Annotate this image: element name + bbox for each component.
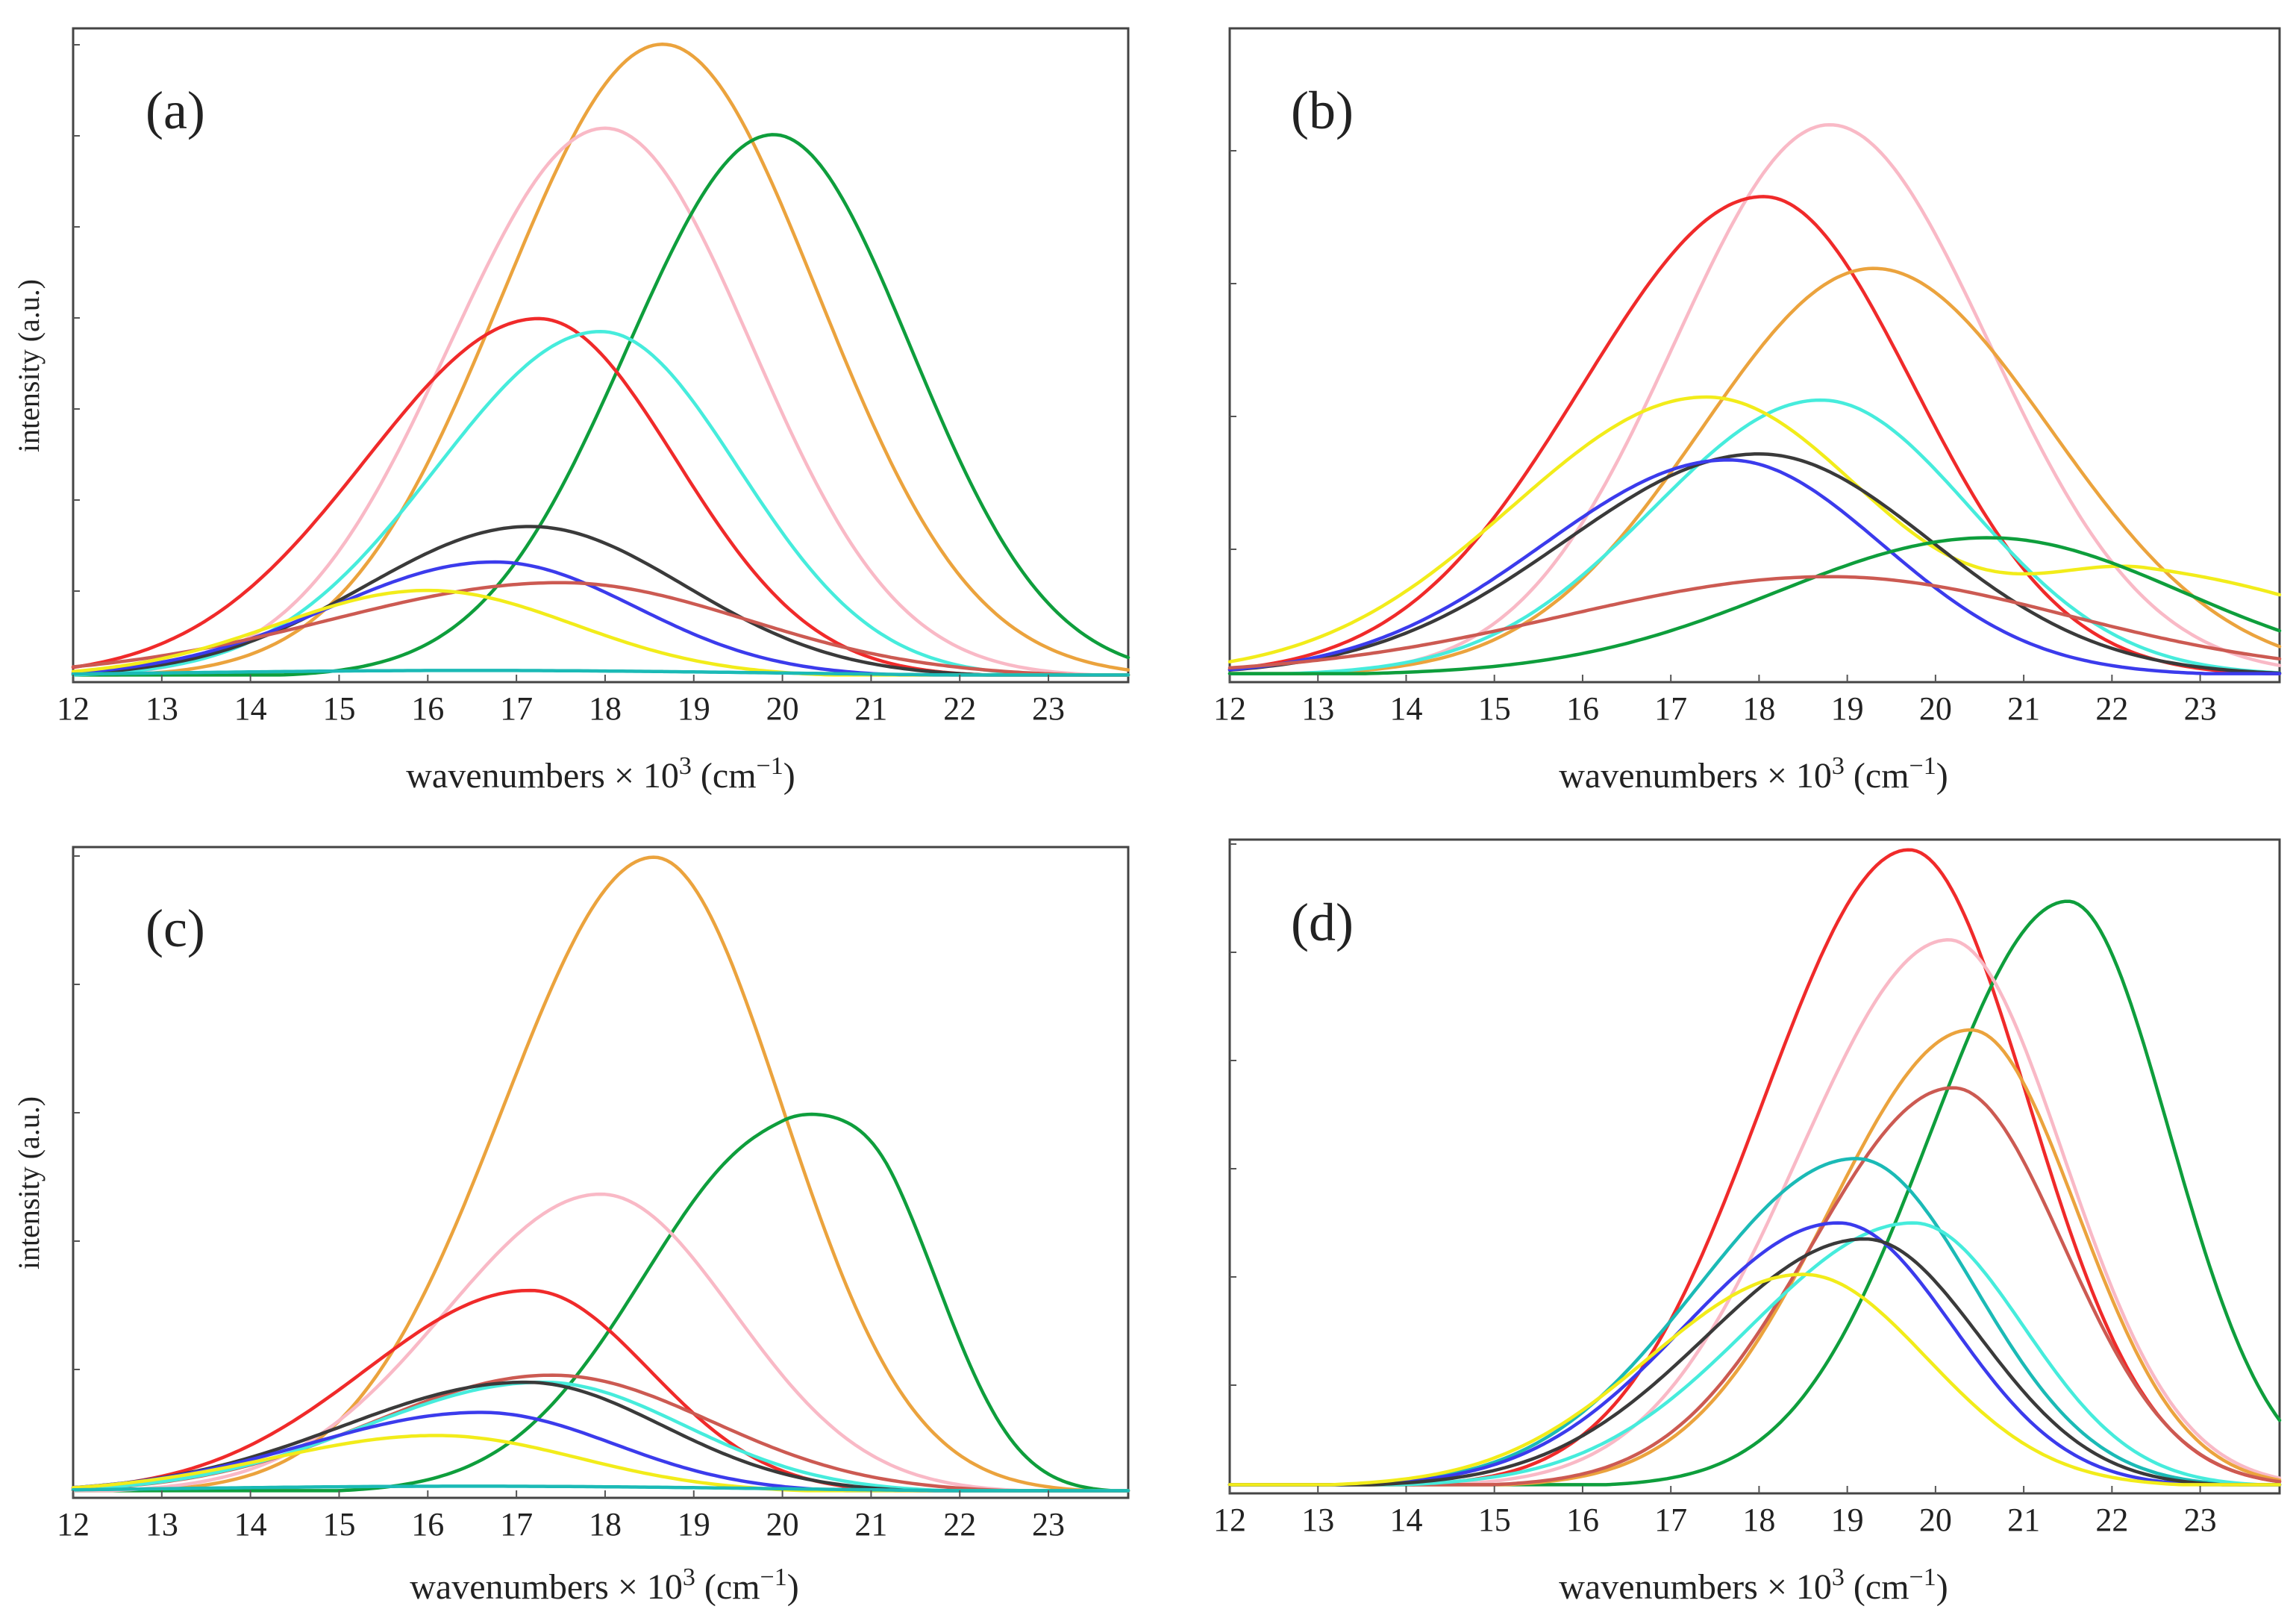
panel-b-x-tick-label-19: 19 (1831, 690, 1864, 727)
panel-b-x-tick-label-14: 14 (1389, 690, 1422, 727)
panel-b-series-orange (1227, 266, 2282, 675)
panel-a-y-axis-title: intensity (a.u.) (12, 279, 46, 452)
panel-c-x-tick-label-21: 21 (854, 1506, 887, 1543)
panel-a-curves (71, 43, 1130, 677)
panel-a-series-black (71, 525, 1130, 677)
panel-a-x-tick-label-15: 15 (322, 690, 355, 727)
panel-d-x-tick-label-15: 15 (1478, 1502, 1511, 1538)
panel-c-x-tick-label-12: 12 (57, 1506, 90, 1543)
panel-a: 12 13 14 15 16 17 18 19 20 21 22 23 (a) wavenumbers… (12, 27, 1130, 796)
panel-b-x-axis-title: wavenumbers × 103 (cm−1) (1559, 752, 1948, 796)
panel-c-curves (71, 855, 1130, 1493)
panel-a-x-tick-label-19: 19 (678, 690, 710, 727)
panel-b-x-tick-label-20: 20 (1919, 690, 1952, 727)
panel-c-x-tick-label-19: 19 (678, 1506, 710, 1543)
panel-b-x-tick-label-17: 17 (1654, 690, 1687, 727)
panel-d-x-tick-label-16: 16 (1566, 1502, 1599, 1538)
panel-b-x-tick-label-23: 23 (2184, 690, 2217, 727)
panel-a-series-green (71, 133, 1130, 677)
panel-b-x-tick-label-16: 16 (1566, 690, 1599, 727)
panel-d-x-tick-label-14: 14 (1389, 1502, 1422, 1538)
panel-b-x-tick-label-18: 18 (1742, 690, 1775, 727)
panel-a-x-tick-label-23: 23 (1032, 690, 1065, 727)
panel-d-x-tick-label-22: 22 (2095, 1502, 2128, 1538)
panel-b-x-tick-label-13: 13 (1301, 690, 1334, 727)
panel-d-x-tick-label-19: 19 (1831, 1502, 1864, 1538)
panel-c-series-teal (71, 1484, 1130, 1493)
panel-c-series-pink (71, 1192, 1130, 1493)
panel-c-x-tick-label-20: 20 (766, 1506, 799, 1543)
panel-b-series-blue (1227, 458, 2282, 675)
panel-d-curves (1227, 848, 2282, 1487)
panel-b: 12 13 14 15 16 17 18 19 20 21 22 23 (b) wavenumbers… (1213, 27, 2282, 796)
panel-d-x-tick-label-17: 17 (1654, 1502, 1687, 1538)
panel-b-x-tick-label-22: 22 (2095, 690, 2128, 727)
panel-c-x-tick-label-17: 17 (500, 1506, 533, 1543)
panel-b-series-red (1227, 195, 2282, 675)
panel-a-series-brown (71, 581, 1130, 677)
panel-b-series-yellow (1227, 395, 2282, 663)
panel-c-frame (72, 846, 1130, 1499)
panel-d-ticks: 12 13 14 15 16 17 18 19 20 21 22 23 (1213, 843, 2217, 1538)
panel-a-label: (a) (146, 81, 205, 140)
panel-b-x-tick-label-21: 21 (2007, 690, 2040, 727)
panel-d: 12 13 14 15 16 17 18 19 20 21 22 23 (d) wavenumbers… (1213, 838, 2282, 1607)
panel-c-series-green (71, 1112, 1130, 1493)
panel-c-series-orange (71, 855, 1130, 1493)
panel-a-x-tick-label-18: 18 (589, 690, 622, 727)
panel-a-x-tick-label-14: 14 (234, 690, 267, 727)
panel-c-x-tick-label-15: 15 (322, 1506, 355, 1543)
panel-b-series-cyan (1227, 398, 2282, 675)
panel-a-x-tick-label-22: 22 (943, 690, 976, 727)
panel-a-x-tick-label-13: 13 (146, 690, 178, 727)
panel-d-x-tick-label-20: 20 (1919, 1502, 1952, 1538)
panel-c-x-tick-label-16: 16 (411, 1506, 444, 1543)
panel-d-x-tick-label-12: 12 (1213, 1502, 1246, 1538)
panel-d-series-yellow (1227, 1272, 2282, 1487)
panel-b-series-green (1227, 536, 2282, 675)
panel-d-label: (d) (1291, 893, 1354, 952)
panel-a-x-tick-label-12: 12 (57, 690, 90, 727)
panel-d-x-tick-label-21: 21 (2007, 1502, 2040, 1538)
panel-c-x-tick-label-13: 13 (146, 1506, 178, 1543)
panel-c-ticks: 12 13 14 15 16 17 18 19 20 21 22 23 (57, 855, 1065, 1543)
panel-c: 12 13 14 15 16 17 18 19 20 21 22 23 (c) wavenumbers… (12, 846, 1130, 1607)
panel-a-series-teal (71, 669, 1130, 677)
panel-a-series-orange (71, 43, 1130, 677)
panel-b-series-black (1227, 452, 2282, 675)
panel-d-x-tick-label-13: 13 (1301, 1502, 1334, 1538)
panel-c-y-axis-title: intensity (a.u.) (12, 1096, 46, 1269)
panel-c-x-axis-title: wavenumbers × 103 (cm−1) (410, 1564, 798, 1607)
panel-d-series-black (1227, 1237, 2282, 1487)
panel-b-label: (b) (1291, 81, 1354, 140)
panel-c-x-tick-label-18: 18 (589, 1506, 622, 1543)
panel-c-x-tick-label-14: 14 (234, 1506, 267, 1543)
panel-b-series-brown (1227, 575, 2282, 670)
panel-d-series-cyan (1227, 1221, 2282, 1487)
panel-b-x-tick-label-15: 15 (1478, 690, 1511, 727)
panel-b-curves (1227, 122, 2282, 675)
panel-a-x-tick-label-20: 20 (766, 690, 799, 727)
panel-b-ticks: 12 13 14 15 16 17 18 19 20 21 22 23 (1213, 150, 2217, 727)
panel-a-ticks: 12 13 14 15 16 17 18 19 20 21 22 23 (57, 44, 1065, 727)
panel-d-frame (1228, 838, 2281, 1495)
panel-b-x-tick-label-12: 12 (1213, 690, 1246, 727)
panel-c-label: (c) (146, 899, 205, 958)
panel-a-x-axis-title: wavenumbers × 103 (cm−1) (406, 752, 795, 796)
panel-d-x-tick-label-23: 23 (2184, 1502, 2217, 1538)
panel-a-x-tick-label-16: 16 (411, 690, 444, 727)
panel-d-x-tick-label-18: 18 (1742, 1502, 1775, 1538)
panel-a-x-tick-label-17: 17 (500, 690, 533, 727)
panel-b-frame (1228, 27, 2281, 684)
panel-c-x-tick-label-22: 22 (943, 1506, 976, 1543)
panel-a-frame (72, 27, 1130, 684)
panel-a-x-tick-label-21: 21 (854, 690, 887, 727)
panel-c-x-tick-label-23: 23 (1032, 1506, 1065, 1543)
panel-d-x-axis-title: wavenumbers × 103 (cm−1) (1559, 1564, 1948, 1607)
